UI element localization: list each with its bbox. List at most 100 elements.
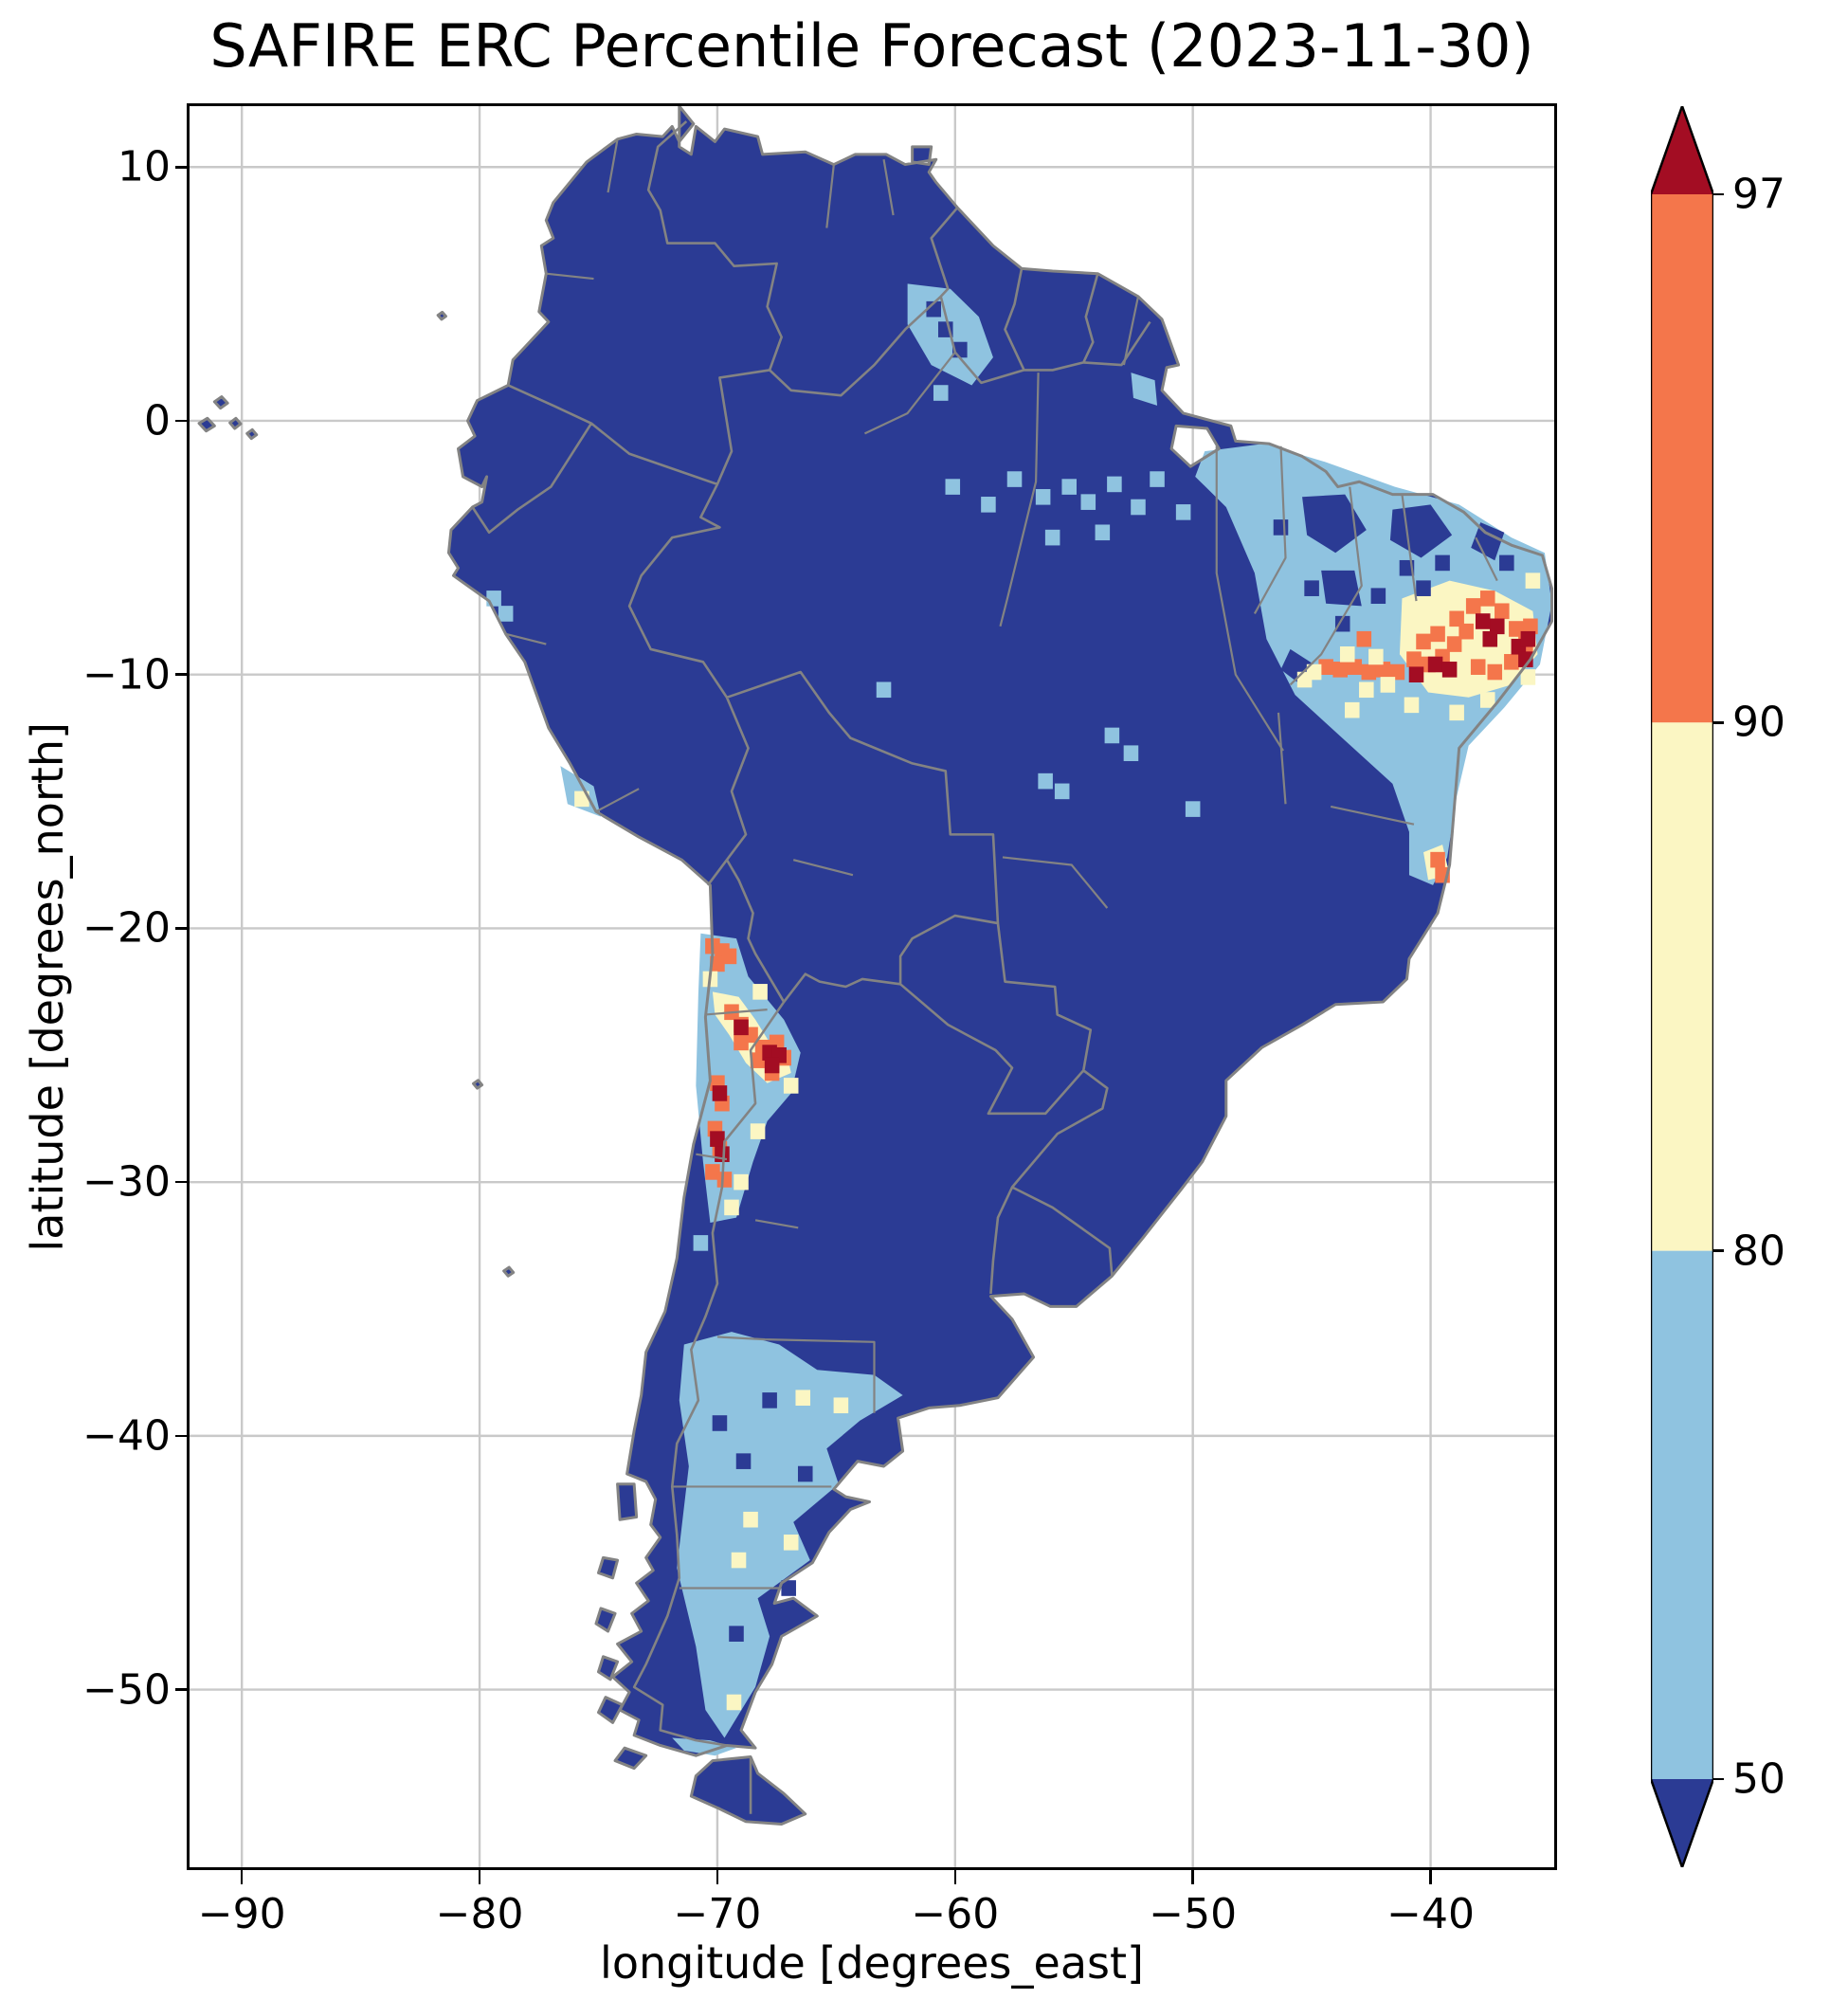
percentile-cell bbox=[833, 1397, 849, 1414]
percentile-cell bbox=[1416, 633, 1431, 650]
percentile-cell bbox=[1296, 671, 1313, 688]
percentile-cell bbox=[781, 1580, 796, 1596]
percentile-cell bbox=[1449, 704, 1464, 721]
colorbar-tick-mark bbox=[1713, 721, 1724, 724]
chart-title: SAFIRE ERC Percentile Forecast (2023-11-… bbox=[209, 11, 1534, 81]
x-tick-mark bbox=[953, 1870, 957, 1884]
percentile-cell bbox=[1347, 659, 1363, 675]
map-plot-area bbox=[187, 103, 1557, 1870]
percentile-cell bbox=[1318, 659, 1333, 675]
admin-borders bbox=[199, 106, 1551, 1824]
percentile-cell bbox=[1107, 476, 1122, 493]
x-tick-mark bbox=[1429, 1870, 1432, 1884]
percentile-cell bbox=[726, 1694, 742, 1711]
colorbar-band-90-97 bbox=[1651, 194, 1713, 723]
percentile-cell bbox=[762, 1392, 777, 1408]
percentile-cell bbox=[1490, 618, 1505, 635]
percentile-cell bbox=[1406, 651, 1422, 667]
percentile-cell bbox=[1361, 663, 1377, 681]
percentile-cell bbox=[1370, 588, 1386, 605]
y-tick-mark bbox=[175, 927, 190, 930]
colorbar-tick-label: 80 bbox=[1732, 1227, 1785, 1276]
geo-layer bbox=[199, 106, 1551, 1824]
colorbar-tick-label: 50 bbox=[1732, 1754, 1785, 1804]
percentile-cell bbox=[1131, 499, 1146, 516]
percentile-cell bbox=[498, 606, 514, 622]
percentile-cell bbox=[715, 1146, 730, 1162]
y-tick-label: −40 bbox=[82, 1411, 171, 1461]
percentile-cell bbox=[1446, 636, 1462, 652]
percentile-cell bbox=[1499, 554, 1514, 572]
percentile-cell bbox=[1035, 488, 1051, 505]
percentile-cell bbox=[1356, 630, 1372, 647]
y-tick-label: 10 bbox=[118, 142, 171, 191]
percentile-cell bbox=[731, 1552, 747, 1569]
percentile-cell bbox=[1416, 580, 1431, 596]
colorbar-band-50-80 bbox=[1651, 1250, 1713, 1779]
percentile-cell bbox=[1427, 656, 1443, 673]
y-tick-mark bbox=[175, 166, 190, 169]
percentile-cell bbox=[1380, 677, 1396, 693]
x-tick-label: −80 bbox=[435, 1890, 524, 1938]
x-axis-label: longitude [degrees_east] bbox=[600, 1937, 1144, 1989]
percentile-cell bbox=[1430, 626, 1445, 643]
percentile-cell bbox=[1304, 580, 1319, 596]
percentile-cell bbox=[735, 1453, 752, 1469]
percentile-cell bbox=[1441, 662, 1458, 678]
percentile-cell bbox=[1479, 692, 1495, 708]
x-tick-mark bbox=[716, 1870, 719, 1884]
percentile-cell bbox=[1520, 669, 1536, 685]
colorbar-over-arrow bbox=[1651, 106, 1713, 194]
country-borders bbox=[473, 121, 1150, 1814]
percentile-cell bbox=[797, 1465, 813, 1482]
percentile-cell bbox=[734, 1019, 749, 1036]
y-tick-label: −20 bbox=[82, 903, 171, 953]
percentile-cell bbox=[783, 1535, 799, 1551]
percentile-cell bbox=[1389, 663, 1405, 681]
percentile-cell bbox=[1479, 591, 1495, 607]
percentile-cell bbox=[1408, 666, 1424, 682]
percentile-cell bbox=[1175, 504, 1191, 520]
percentile-cell bbox=[1123, 745, 1139, 761]
x-tick-mark bbox=[1191, 1870, 1194, 1884]
x-tick-label: −70 bbox=[673, 1890, 762, 1938]
state-borders bbox=[506, 139, 1497, 1589]
percentile-cell bbox=[1006, 471, 1023, 487]
percentile-cell bbox=[1430, 851, 1445, 868]
percentile-cell bbox=[876, 681, 892, 699]
percentile-cell bbox=[1495, 603, 1510, 620]
percentile-cells bbox=[486, 300, 1541, 1711]
percentile-cell bbox=[1339, 645, 1355, 663]
percentile-cell bbox=[716, 1172, 733, 1188]
percentile-cell bbox=[1435, 554, 1450, 572]
percentile-cell bbox=[1095, 524, 1111, 541]
colorbar bbox=[1649, 102, 1715, 1871]
colorbar-tick-mark bbox=[1713, 192, 1724, 196]
percentile-cell bbox=[743, 1511, 758, 1528]
percentile-cell bbox=[1518, 651, 1533, 667]
percentile-cell bbox=[1475, 613, 1491, 629]
percentile-cell bbox=[1375, 662, 1391, 678]
x-tick-label: −90 bbox=[197, 1890, 286, 1938]
percentile-cell bbox=[1150, 471, 1165, 487]
percentile-cell bbox=[795, 1390, 811, 1407]
percentile-cell bbox=[1470, 659, 1486, 675]
percentile-cell bbox=[750, 1052, 766, 1068]
percentile-cell bbox=[1332, 662, 1348, 678]
y-tick-label: −10 bbox=[82, 650, 171, 700]
percentile-cell bbox=[1487, 663, 1503, 681]
percentile-cell bbox=[750, 1123, 766, 1139]
percentile-cell bbox=[1273, 519, 1289, 536]
percentile-cell bbox=[1038, 772, 1053, 790]
percentile-cell bbox=[1054, 783, 1070, 800]
percentile-cell bbox=[1334, 615, 1350, 632]
y-tick-mark bbox=[175, 673, 190, 676]
percentile-cell bbox=[710, 955, 725, 972]
y-tick-label: −30 bbox=[82, 1157, 171, 1207]
percentile-cell bbox=[486, 591, 501, 607]
y-tick-mark bbox=[175, 419, 190, 423]
percentile-cell bbox=[1520, 630, 1536, 647]
percentile-region bbox=[1471, 522, 1505, 561]
percentile-cell bbox=[981, 497, 996, 513]
percentile-cell bbox=[1504, 654, 1519, 670]
